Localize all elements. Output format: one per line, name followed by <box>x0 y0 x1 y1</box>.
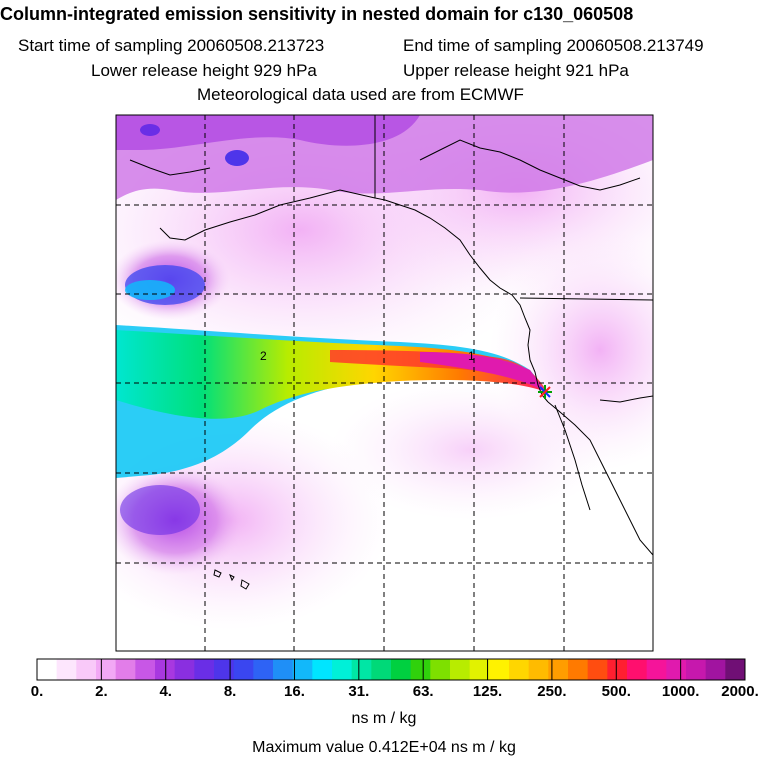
colorbar-swatch <box>430 659 451 680</box>
colorbar-units: ns m / kg <box>351 710 417 727</box>
colorbar-swatch <box>666 659 687 680</box>
colorbar-swatch <box>253 659 274 680</box>
end-time-label: End time of sampling 20060508.213749 <box>403 36 704 55</box>
start-time-label: Start time of sampling 20060508.213723 <box>18 36 325 55</box>
colorbar-swatch <box>56 659 77 680</box>
colorbar-tick-label: 63. <box>412 683 434 700</box>
colorbar-swatch <box>273 659 294 680</box>
colorbar-swatch <box>115 659 136 680</box>
colorbar-swatch <box>371 659 392 680</box>
release-point-star <box>538 385 552 399</box>
colorbar-frame <box>36 658 746 681</box>
colorbar-tick-label: 31. <box>348 683 370 700</box>
figure-title: Column-integrated emission sensitivity i… <box>0 4 634 24</box>
meteorological-data-label: Meteorological data used are from ECMWF <box>197 85 524 104</box>
colorbar-swatch <box>174 659 195 680</box>
colorbar-swatch <box>312 659 333 680</box>
colorbar-swatch <box>292 659 313 680</box>
colorbar-swatch <box>568 659 589 680</box>
colorbar-swatch <box>528 659 549 680</box>
colorbar-tick-label: 2. <box>95 683 108 700</box>
map-frame <box>115 114 654 652</box>
colorbar-swatch <box>509 659 530 680</box>
contour-label-1: 1 <box>468 349 475 363</box>
sensitivity-field <box>116 115 653 651</box>
colorbar-swatch <box>410 659 431 680</box>
colorbar-swatch <box>76 659 97 680</box>
colorbar-swatch <box>391 659 412 680</box>
colorbar <box>36 659 746 680</box>
colorbar-tick-label: 500. <box>601 683 631 700</box>
colorbar-tick-label: 125. <box>472 683 503 700</box>
colorbar-tick-label: 250. <box>537 683 567 700</box>
colorbar-swatch <box>37 659 58 680</box>
contour-label-2: 2 <box>260 349 267 363</box>
lower-release-height-label: Lower release height 929 hPa <box>91 61 317 80</box>
colorbar-swatch <box>705 659 726 680</box>
colorbar-swatch <box>96 659 117 680</box>
coastlines <box>129 115 653 556</box>
colorbar-tick-label: 1000. <box>661 683 700 700</box>
colorbar-tick-label: 2000. <box>721 683 759 700</box>
colorbar-swatch <box>233 659 254 680</box>
colorbar-swatch <box>607 659 628 680</box>
colorbar-swatch <box>351 659 372 680</box>
colorbar-swatch <box>548 659 569 680</box>
colorbar-swatch <box>627 659 648 680</box>
colorbar-swatch <box>214 659 235 680</box>
colorbar-swatch <box>489 659 510 680</box>
colorbar-swatch <box>725 659 746 680</box>
islands <box>213 569 250 590</box>
colorbar-swatch <box>686 659 707 680</box>
colorbar-tick-label: 4. <box>159 683 172 700</box>
upper-release-height-label: Upper release height 921 hPa <box>403 61 629 80</box>
colorbar-tick-label: 8. <box>223 683 237 700</box>
colorbar-swatch <box>450 659 471 680</box>
colorbar-tick-label: 16. <box>284 683 305 700</box>
colorbar-swatch <box>469 659 490 680</box>
maximum-value-label: Maximum value 0.412E+04 ns m / kg <box>252 739 516 756</box>
colorbar-swatch <box>332 659 353 680</box>
colorbar-swatch <box>135 659 156 680</box>
colorbar-swatch <box>646 659 667 680</box>
colorbar-tick-label: 0. <box>30 683 44 700</box>
colorbar-swatch <box>155 659 176 680</box>
colorbar-swatch <box>587 659 608 680</box>
colorbar-swatch <box>194 659 215 680</box>
